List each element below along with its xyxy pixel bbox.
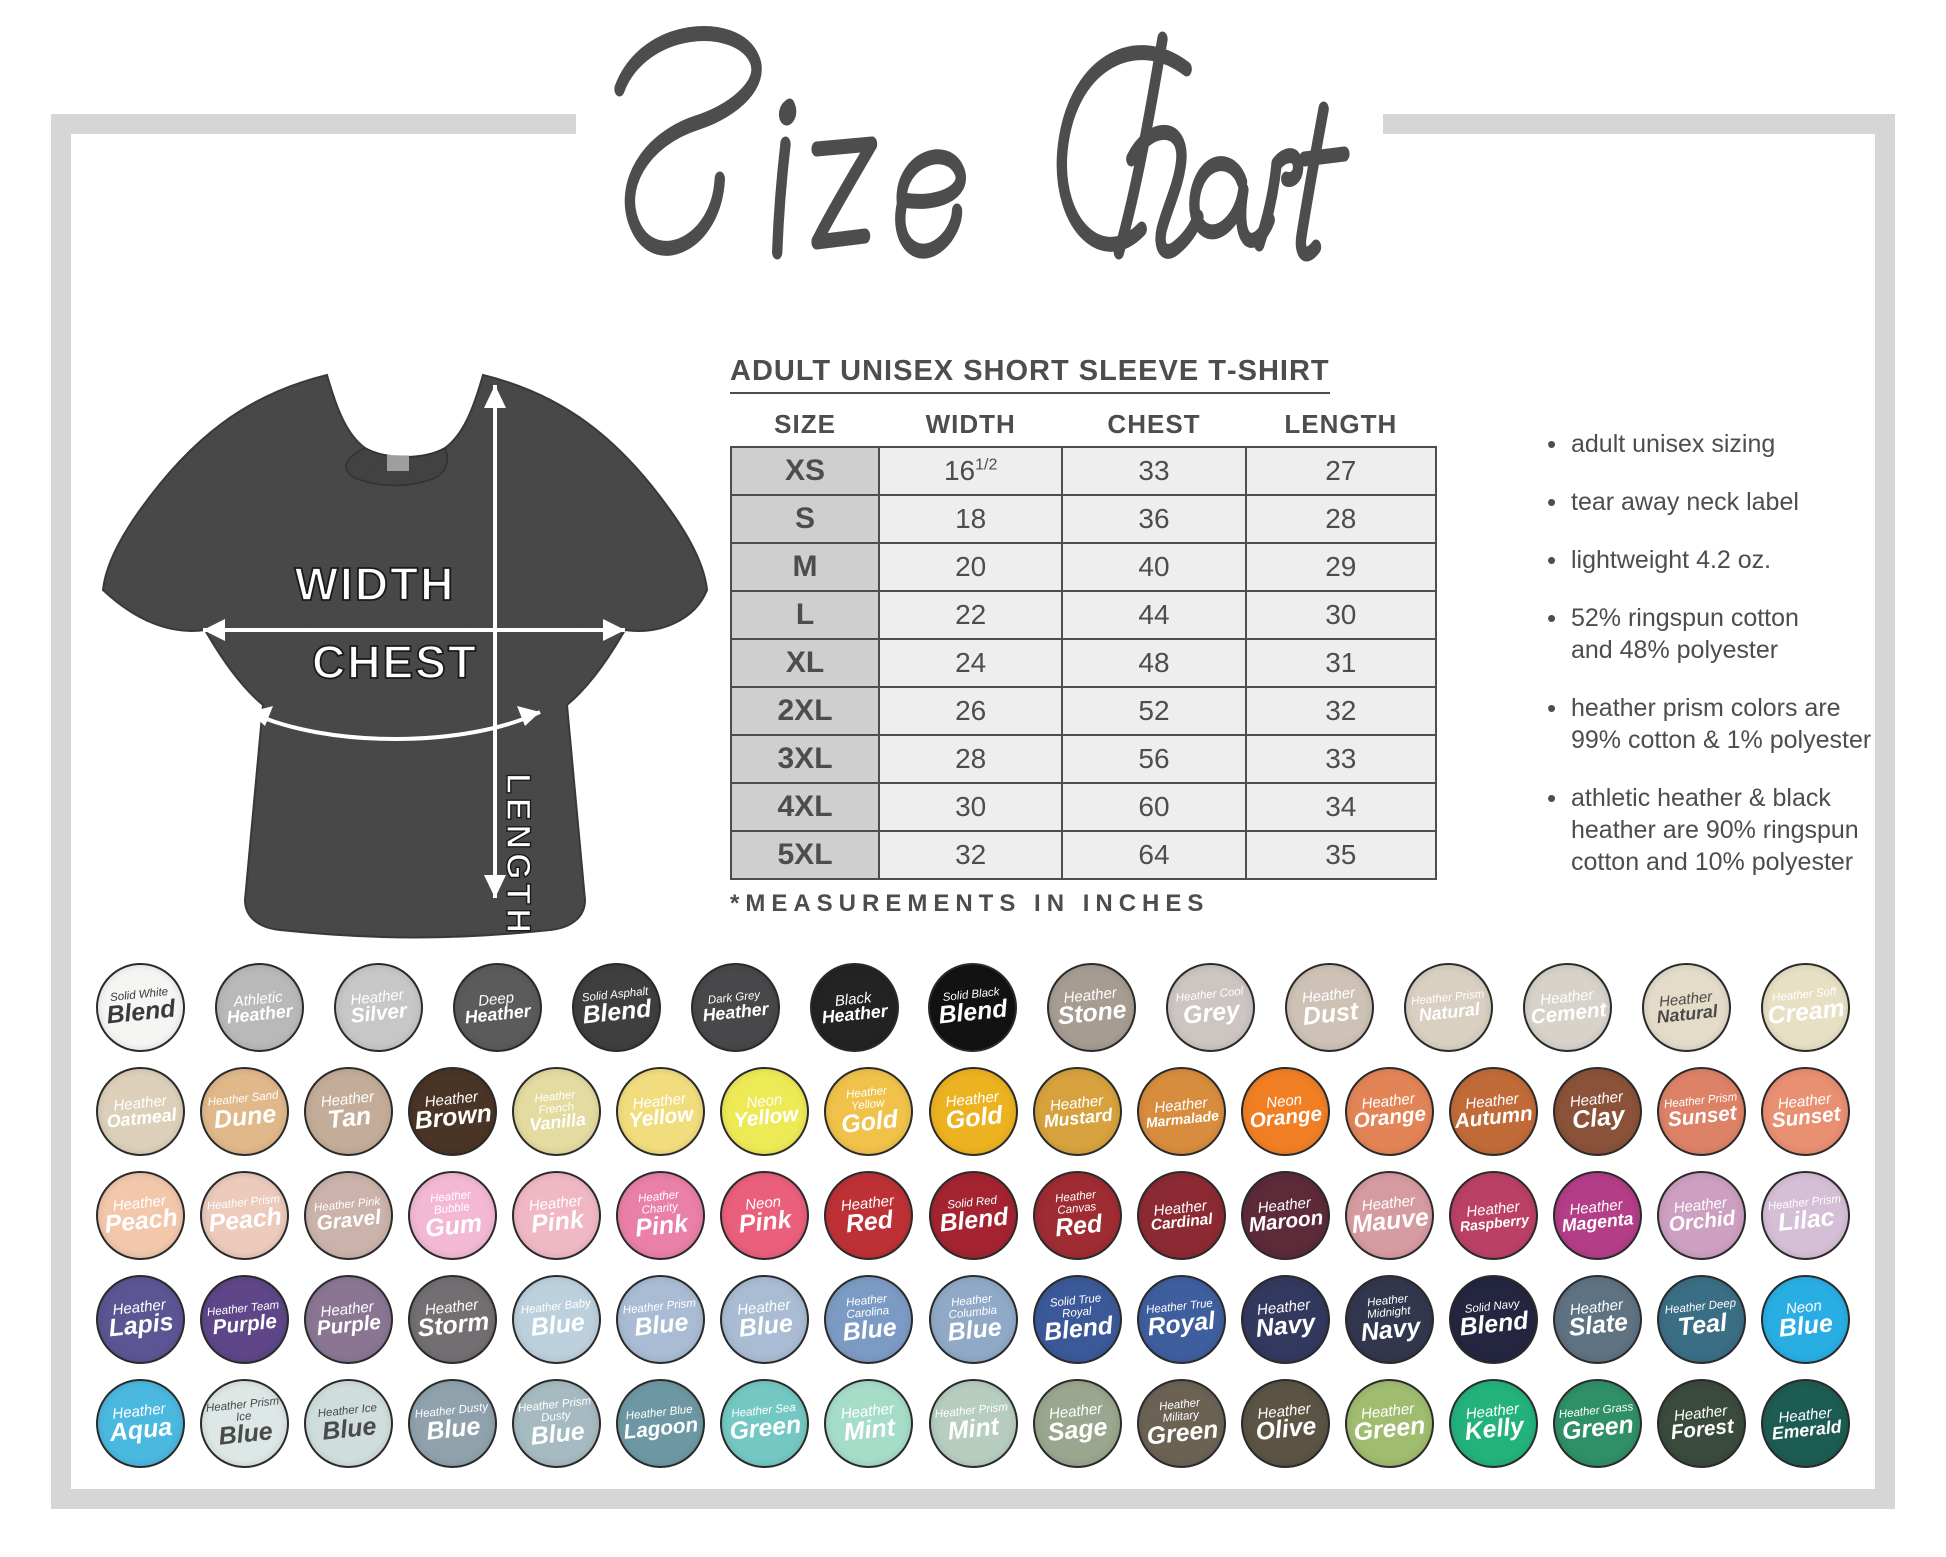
svg-text:CHEST: CHEST: [312, 636, 478, 688]
svg-text:WIDTH: WIDTH: [295, 558, 456, 610]
svg-text:LENGTH: LENGTH: [499, 773, 537, 937]
